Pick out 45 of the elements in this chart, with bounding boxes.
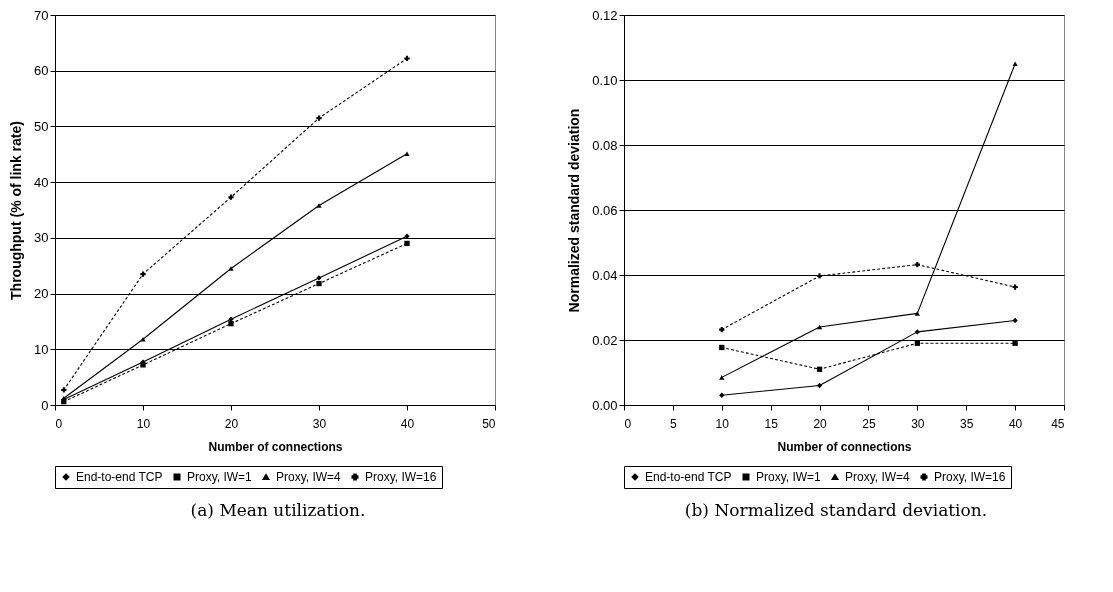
- text: (b) Normalized standard deviation.: [683, 500, 989, 520]
- y-tick-label: 60: [34, 63, 49, 79]
- x-axis-title: Number of connections: [208, 439, 343, 454]
- x-tick-label: 30: [911, 416, 925, 431]
- legend-label: Proxy, IW=16: [365, 470, 437, 484]
- x-tick-label: 40: [400, 416, 415, 431]
- legend-label: Proxy, IW=1: [756, 470, 822, 484]
- y-tick-label: 0.06: [592, 202, 618, 218]
- text: (a) Mean utilization.: [189, 500, 367, 520]
- y-tick-label: 10: [34, 341, 49, 357]
- legend-label: Proxy, IW=4: [276, 470, 342, 484]
- x-tick-label: 25: [862, 416, 876, 431]
- y-tick-label: 70: [34, 7, 49, 23]
- x-axis-title: Number of connections: [777, 439, 912, 454]
- y-tick-label: 20: [34, 286, 49, 302]
- legend-label: Proxy, IW=1: [187, 470, 253, 484]
- x-tick-label: 5: [670, 416, 678, 431]
- x-tick-label: 30: [312, 416, 327, 431]
- y-tick-label: 0.04: [592, 267, 618, 283]
- x-tick-label: 15: [764, 416, 779, 431]
- legend-label: End-to-end TCP: [76, 470, 163, 484]
- y-tick-label: 30: [34, 230, 49, 246]
- x-tick-label: 0: [624, 416, 632, 431]
- x-tick-label: 10: [136, 416, 151, 431]
- y-tick-label: 0.10: [592, 72, 618, 88]
- legend-label: End-to-end TCP: [645, 470, 732, 484]
- x-tick-label: 40: [1008, 416, 1023, 431]
- x-tick-label: 50: [482, 416, 496, 431]
- x-tick-label: 20: [224, 416, 239, 431]
- y-tick-label: 0.00: [592, 397, 618, 413]
- x-tick-label: 45: [1051, 416, 1065, 431]
- legend-label: Proxy, IW=4: [845, 470, 911, 484]
- y-tick-label: 0.02: [592, 332, 618, 348]
- y-tick-label: 0.12: [592, 7, 618, 23]
- y-axis-title: Throughput (% of link rate): [8, 121, 25, 300]
- y-tick-label: 0.08: [592, 137, 618, 153]
- legend-label: Proxy, IW=16: [934, 470, 1006, 484]
- x-tick-label: 0: [55, 416, 63, 431]
- y-tick-label: 50: [34, 118, 49, 134]
- x-tick-label: 35: [960, 416, 974, 431]
- y-tick-label: 40: [34, 174, 49, 190]
- x-tick-label: 10: [715, 416, 730, 431]
- y-tick-label: 0: [41, 397, 49, 413]
- y-axis-title: Normalized standard deviation: [566, 108, 583, 313]
- x-tick-label: 20: [813, 416, 828, 431]
